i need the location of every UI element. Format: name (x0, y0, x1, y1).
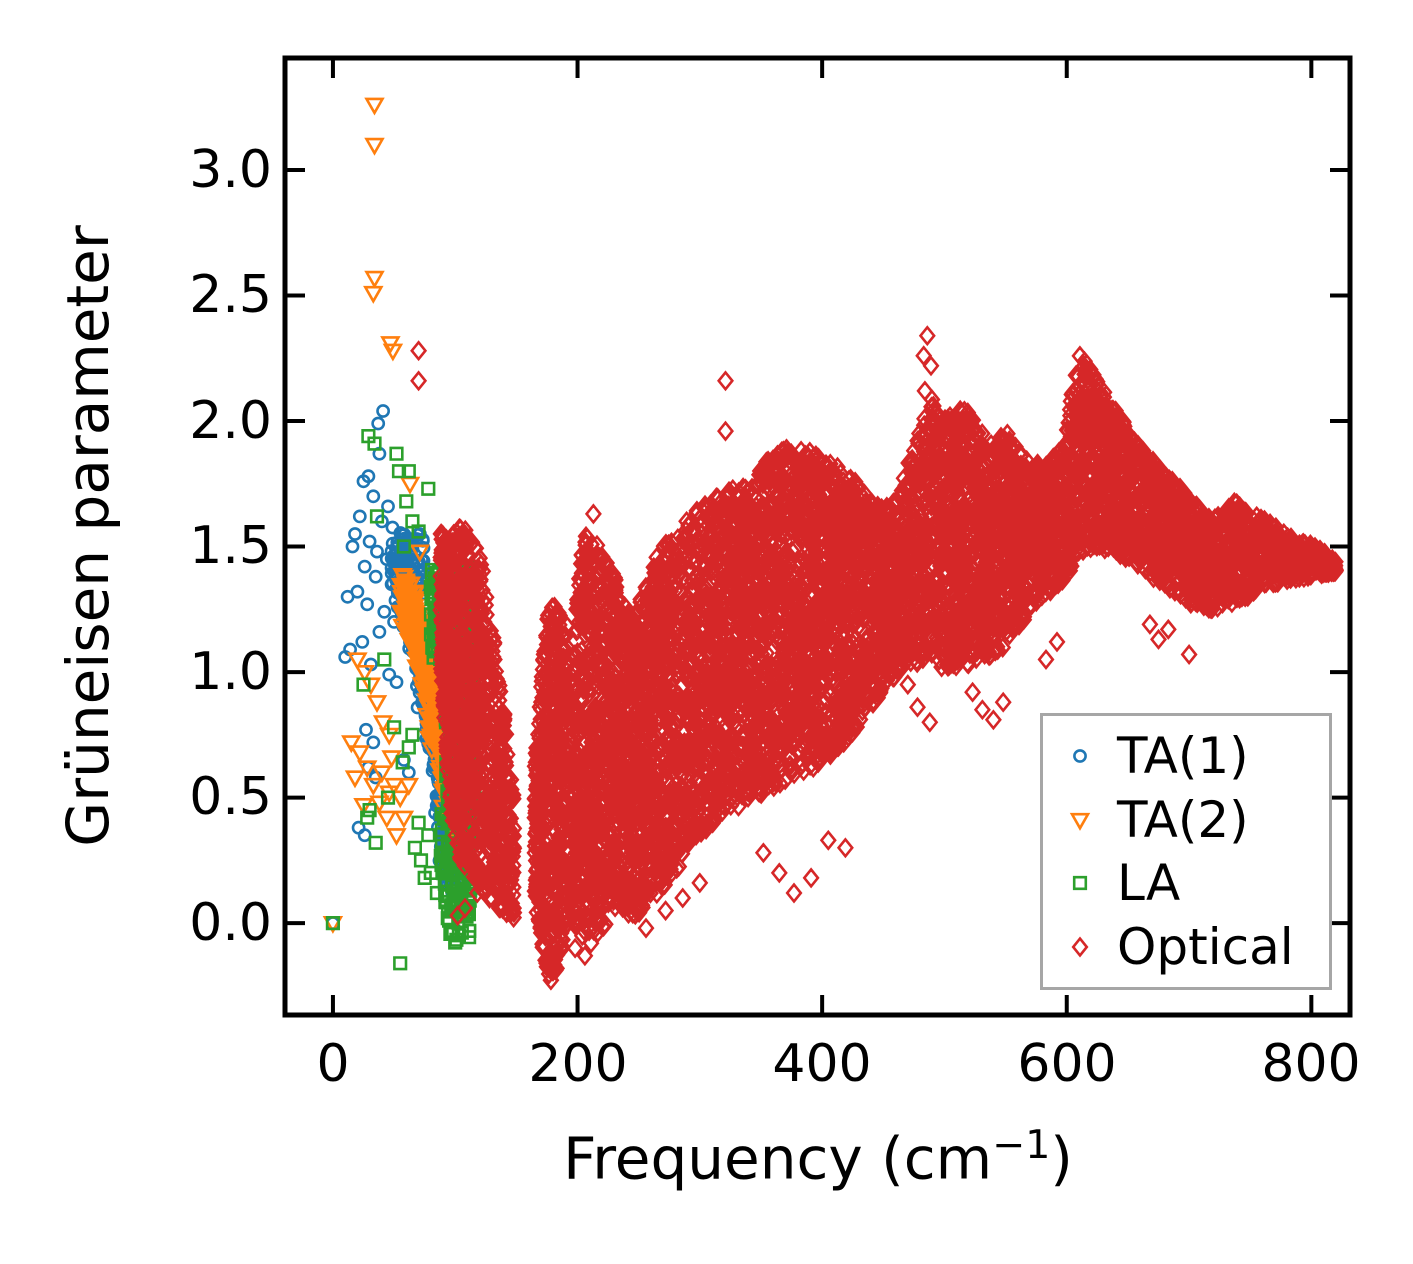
y-tick-label-2.0: 2.0 (189, 391, 272, 451)
x-tick-label-200: 200 (528, 1034, 628, 1094)
diamond-marker-icon (1071, 936, 1089, 958)
x-tick-label-0: 0 (316, 1034, 350, 1094)
legend-box: TA(1) TA(2) LA Optical (1040, 713, 1332, 990)
triangle-down-marker-icon (1069, 812, 1091, 831)
square-marker-icon (1072, 876, 1088, 891)
y-tick-label-2.5: 2.5 (189, 265, 272, 325)
legend-item-ta1: TA(1) (1065, 731, 1321, 781)
x-axis-title-superscript: −1 (992, 1122, 1051, 1168)
y-tick-label-0.5: 0.5 (189, 767, 272, 827)
x-tick-label-800: 800 (1261, 1034, 1361, 1094)
y-tick-label-3.0: 3.0 (189, 140, 272, 200)
x-axis-title-close: ) (1050, 1124, 1073, 1193)
y-tick-label-1.0: 1.0 (189, 642, 272, 702)
x-tick-label-600: 600 (1017, 1034, 1117, 1094)
legend-label-optical: Optical (1117, 918, 1294, 977)
y-tick-label-1.5: 1.5 (189, 516, 272, 576)
circle-marker-icon (1073, 749, 1087, 763)
x-axis-title-text: Frequency (cm (563, 1124, 993, 1193)
y-axis-title: Grüneisen parameter (54, 225, 122, 847)
legend-item-ta2: TA(2) (1065, 795, 1321, 845)
x-tick-label-400: 400 (772, 1034, 872, 1094)
y-tick-label-0.0: 0.0 (189, 893, 272, 953)
legend-item-la: LA (1065, 858, 1321, 908)
legend-label-la: LA (1117, 854, 1181, 913)
legend-label-ta1: TA(1) (1117, 726, 1249, 785)
x-axis-title: Frequency (cm−1) (563, 1122, 1073, 1192)
legend-item-optical: Optical (1065, 922, 1321, 972)
legend-label-ta2: TA(2) (1117, 790, 1249, 849)
